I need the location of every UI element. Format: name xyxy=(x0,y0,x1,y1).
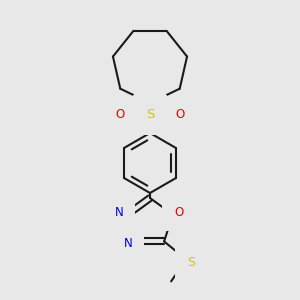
Text: O: O xyxy=(176,109,184,122)
Text: O: O xyxy=(174,206,184,219)
Text: N: N xyxy=(146,97,154,110)
Text: S: S xyxy=(146,109,154,122)
Text: N: N xyxy=(115,206,124,219)
Text: S: S xyxy=(187,256,195,269)
Text: N: N xyxy=(124,237,132,250)
Text: O: O xyxy=(116,109,124,122)
